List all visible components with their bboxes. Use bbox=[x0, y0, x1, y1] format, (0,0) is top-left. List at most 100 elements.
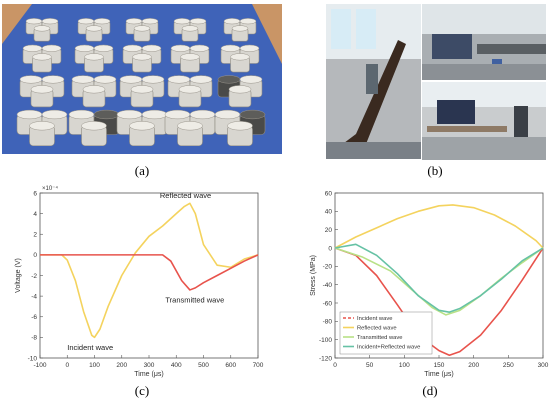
y-tick-label: -2 bbox=[31, 273, 37, 280]
lab-photo-main bbox=[326, 4, 421, 159]
caption-a: (a) bbox=[134, 163, 150, 178]
x-tick-label: 300 bbox=[144, 362, 155, 369]
legend-label: Transmitted wave bbox=[357, 335, 403, 341]
lab-photo-top-right bbox=[422, 4, 546, 80]
specimen-top bbox=[177, 121, 203, 131]
y-tick-label: 2 bbox=[33, 232, 37, 239]
y-tick-label: -20 bbox=[323, 264, 333, 271]
specimen-top bbox=[125, 18, 143, 25]
specimen-top bbox=[132, 53, 152, 61]
series-line bbox=[334, 204, 544, 249]
specimen-top bbox=[22, 44, 43, 52]
specimen-top bbox=[181, 25, 199, 32]
legend-box bbox=[339, 311, 433, 355]
y-tick-label: -120 bbox=[319, 355, 332, 362]
specimen-top bbox=[141, 75, 165, 84]
specimen-top bbox=[93, 18, 111, 25]
specimen-top bbox=[19, 75, 43, 84]
specimen-top bbox=[141, 18, 159, 25]
specimen-top bbox=[82, 85, 106, 94]
specimen-top bbox=[180, 53, 200, 61]
specimen-top bbox=[41, 75, 65, 84]
specimen-top bbox=[164, 109, 191, 120]
y-tick-label: 40 bbox=[325, 209, 333, 216]
lab-photo-main-svg bbox=[326, 4, 421, 159]
x-axis-label: Time (μs) bbox=[424, 371, 453, 378]
y-tick-label: 0 bbox=[328, 245, 332, 252]
x-tick-label: 700 bbox=[253, 362, 264, 369]
specimen-top bbox=[130, 85, 154, 94]
voltage-chart: -100 0 100 200 300 400 500 600 700 -10 -8 -6 -4 -2 0 2 4… bbox=[15, 185, 264, 378]
specimen-top bbox=[228, 85, 252, 94]
y-tick-label: 60 bbox=[325, 190, 333, 197]
specimen-top bbox=[189, 109, 216, 120]
specimen-top bbox=[173, 18, 191, 25]
specimen-top bbox=[189, 44, 210, 52]
x-tick-label: 600 bbox=[225, 362, 236, 369]
x-tick-label: 250 bbox=[503, 362, 514, 369]
specimen-top bbox=[239, 109, 266, 120]
annotation-label: Incident wave bbox=[67, 343, 113, 352]
specimen-top bbox=[122, 44, 143, 52]
x-tick-label: 0 bbox=[65, 362, 69, 369]
monitor-icon bbox=[437, 100, 475, 124]
specimen-top bbox=[25, 18, 43, 25]
x-tick-label: 200 bbox=[468, 362, 479, 369]
specimen-top bbox=[227, 121, 253, 131]
stress-chart: 0 50 100 150 200 250 300 -120 -100 -80 -60 -40 -20 0 2… bbox=[310, 190, 549, 378]
y-tick-label: -100 bbox=[319, 337, 332, 344]
caption-c: (c) bbox=[134, 383, 150, 398]
y-tick-label: -8 bbox=[31, 335, 37, 342]
y-tick-label: 6 bbox=[33, 190, 37, 197]
specimen-top bbox=[231, 25, 249, 32]
series-line bbox=[40, 254, 259, 291]
specimen-top bbox=[33, 25, 51, 32]
specimen-top bbox=[189, 75, 213, 84]
x-tick-label: 150 bbox=[434, 362, 445, 369]
specimen-top bbox=[16, 109, 43, 120]
specimen-top bbox=[133, 25, 151, 32]
specimen-top bbox=[170, 44, 191, 52]
x-tick-label: 400 bbox=[171, 362, 182, 369]
y-tick-label: 20 bbox=[325, 227, 333, 234]
series-line bbox=[334, 247, 544, 357]
x-axis-label: Time (μs) bbox=[134, 371, 163, 378]
x-tick-label: 500 bbox=[198, 362, 209, 369]
specimen-top bbox=[129, 121, 155, 131]
specimen-top bbox=[81, 121, 107, 131]
specimen-top bbox=[41, 18, 59, 25]
specimen-top bbox=[223, 18, 241, 25]
specimen-top bbox=[85, 25, 103, 32]
y-tick-label: -40 bbox=[323, 282, 333, 289]
y-axis-label: Voltage (V) bbox=[15, 258, 22, 293]
specimen-top bbox=[239, 18, 257, 25]
plot-frame bbox=[39, 192, 259, 359]
y-tick-label: 0 bbox=[33, 252, 37, 259]
specimen-top bbox=[220, 44, 241, 52]
specimen-top bbox=[84, 53, 104, 61]
specimen-top bbox=[167, 75, 191, 84]
series-line bbox=[40, 202, 259, 339]
y-exponent-label: ×10⁻⁴ bbox=[42, 185, 58, 192]
annotation-label: Transmitted wave bbox=[165, 295, 224, 304]
annotation-label: Reflected wave bbox=[160, 191, 211, 200]
x-tick-label: 100 bbox=[399, 362, 410, 369]
y-axis-label: Stress (MPa) bbox=[310, 255, 317, 296]
y-tick-label: -10 bbox=[28, 355, 38, 362]
y-tick-label: -60 bbox=[323, 300, 333, 307]
x-tick-label: -100 bbox=[33, 362, 46, 369]
specimen-top bbox=[93, 44, 114, 52]
lab-photo-top-right-svg bbox=[422, 4, 546, 80]
y-tick-label: 4 bbox=[33, 211, 37, 218]
series-line bbox=[334, 243, 544, 313]
y-tick-label: -6 bbox=[31, 314, 37, 321]
specimen-top bbox=[74, 44, 95, 52]
x-tick-label: 50 bbox=[366, 362, 374, 369]
y-tick-label: -4 bbox=[31, 293, 37, 300]
specimen-photo bbox=[2, 4, 282, 154]
specimen-top bbox=[32, 53, 52, 61]
legend-label: Incident wave bbox=[357, 316, 392, 322]
specimen-photo-svg bbox=[2, 4, 282, 154]
specimen-top bbox=[178, 85, 202, 94]
specimen-top bbox=[214, 109, 241, 120]
